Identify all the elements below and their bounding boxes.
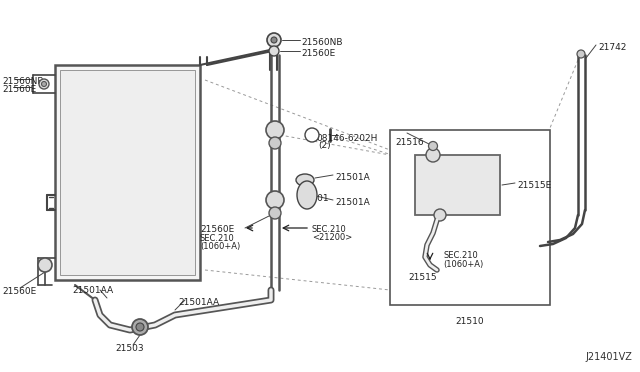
Text: SEC.210: SEC.210 (312, 225, 347, 234)
Text: 21501A: 21501A (335, 173, 370, 182)
Text: (1060+A): (1060+A) (443, 260, 483, 269)
Text: 21503: 21503 (115, 344, 143, 353)
Text: 21516: 21516 (395, 138, 424, 147)
Ellipse shape (296, 174, 314, 186)
Text: 21515E: 21515E (517, 181, 551, 190)
Circle shape (38, 258, 52, 272)
Circle shape (132, 319, 148, 335)
Text: <21200>: <21200> (312, 233, 352, 242)
Text: 21560E: 21560E (2, 287, 36, 296)
Text: 21510: 21510 (456, 317, 484, 326)
Text: 21560NB: 21560NB (2, 77, 44, 86)
Text: 21501A: 21501A (335, 198, 370, 207)
Text: 21501AA: 21501AA (72, 286, 113, 295)
Circle shape (266, 191, 284, 209)
Text: 21515: 21515 (408, 273, 436, 282)
Bar (415, 155, 500, 215)
Text: 21560E: 21560E (301, 49, 335, 58)
Text: 21742: 21742 (598, 43, 627, 52)
Bar (60, 70, 195, 275)
Bar (390, 130, 550, 305)
Circle shape (269, 137, 281, 149)
Circle shape (429, 141, 438, 151)
Text: B: B (310, 132, 314, 138)
Circle shape (271, 37, 277, 43)
Circle shape (39, 79, 49, 89)
Text: J21401VZ: J21401VZ (585, 352, 632, 362)
Circle shape (305, 128, 319, 142)
Circle shape (136, 323, 144, 331)
Text: 21560E: 21560E (2, 85, 36, 94)
Text: 21560E: 21560E (200, 225, 234, 234)
Circle shape (267, 33, 281, 47)
Text: (2): (2) (318, 141, 331, 150)
Circle shape (426, 148, 440, 162)
Circle shape (266, 121, 284, 139)
Text: 08146-6202H: 08146-6202H (316, 134, 378, 143)
Text: 21560NB: 21560NB (301, 38, 342, 47)
Circle shape (269, 46, 279, 56)
Text: 21301: 21301 (300, 194, 328, 203)
Text: 21501AA: 21501AA (178, 298, 219, 307)
Bar (55, 65, 200, 280)
Text: SEC.210: SEC.210 (443, 251, 477, 260)
Text: (1060+A): (1060+A) (200, 242, 240, 251)
Circle shape (434, 209, 446, 221)
Circle shape (269, 207, 281, 219)
Circle shape (577, 50, 585, 58)
Ellipse shape (297, 181, 317, 209)
Text: SEC.210: SEC.210 (200, 234, 235, 243)
Circle shape (42, 81, 47, 87)
